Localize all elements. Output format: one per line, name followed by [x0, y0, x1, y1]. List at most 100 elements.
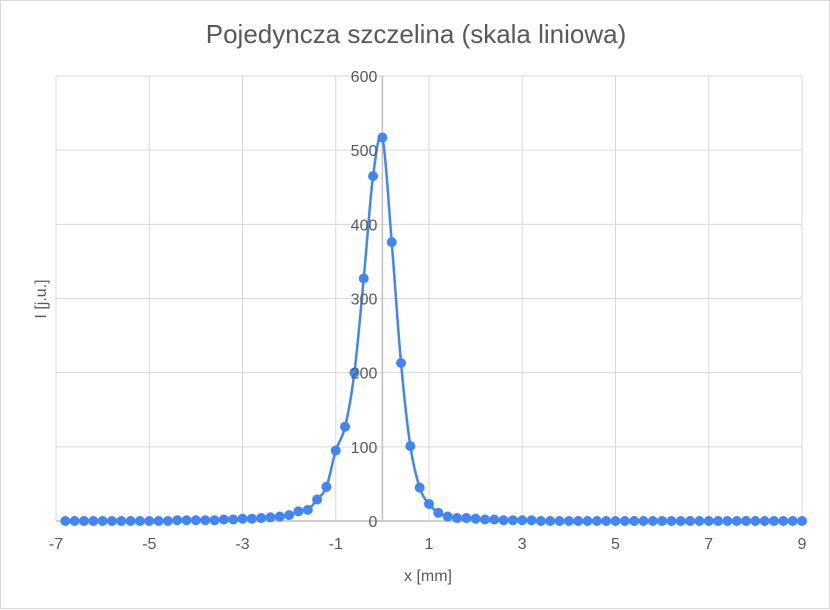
data-point — [358, 273, 369, 284]
data-point — [554, 516, 565, 526]
data-point — [629, 516, 640, 526]
y-tick-label: 400 — [351, 217, 378, 234]
data-point — [647, 516, 658, 526]
data-point — [97, 516, 108, 526]
x-tick-label: 1 — [425, 536, 434, 553]
x-tick-label: -5 — [142, 536, 156, 553]
data-point — [703, 516, 714, 526]
data-point — [190, 515, 201, 526]
data-point — [479, 514, 490, 525]
data-point — [694, 516, 705, 526]
grid-layer — [55, 75, 803, 522]
y-tick-label: 100 — [351, 440, 378, 457]
x-tick-label: -1 — [329, 536, 343, 553]
data-point — [741, 516, 752, 526]
data-point — [246, 513, 257, 524]
data-point — [517, 515, 528, 526]
data-point — [237, 513, 248, 524]
data-point — [563, 516, 574, 526]
data-point — [386, 237, 397, 248]
data-point — [330, 445, 341, 456]
data-point — [302, 504, 313, 515]
x-tick-label: 7 — [704, 536, 713, 553]
data-point — [787, 516, 798, 526]
data-point — [172, 515, 183, 526]
data-point — [526, 515, 537, 526]
data-point — [414, 482, 425, 493]
y-axis-title: I [j.u.] — [33, 279, 50, 318]
data-point — [209, 515, 220, 526]
data-point — [675, 516, 686, 526]
ticks-layer: -7 -5 -3 -1 1 3 5 7 9 0 100 200 300 400 500 600 — [49, 69, 807, 553]
data-point — [507, 515, 518, 526]
data-point — [638, 516, 649, 526]
x-tick-label: -3 — [235, 536, 249, 553]
x-tick-label: -7 — [49, 536, 63, 553]
data-point — [591, 516, 602, 526]
data-point — [759, 516, 770, 526]
data-point — [601, 516, 612, 526]
data-point — [340, 421, 351, 432]
data-point — [162, 516, 173, 526]
data-point — [451, 513, 462, 524]
data-point — [284, 510, 295, 521]
data-point — [256, 513, 267, 524]
chart-title: Pojedyncza szczelina (skala liniowa) — [206, 19, 627, 49]
data-point — [368, 171, 379, 182]
data-point — [666, 516, 677, 526]
data-point — [274, 511, 285, 522]
x-axis-title: x [mm] — [404, 568, 452, 585]
data-point — [265, 512, 276, 523]
data-point — [778, 516, 789, 526]
data-point — [106, 516, 117, 526]
data-point — [750, 516, 761, 526]
y-tick-label: 500 — [351, 143, 378, 160]
x-tick-label: 9 — [798, 536, 807, 553]
data-point — [713, 516, 724, 526]
data-point — [349, 367, 360, 378]
data-point — [797, 516, 807, 526]
y-tick-label: 600 — [351, 69, 378, 86]
data-point — [498, 515, 509, 526]
data-point — [582, 516, 593, 526]
data-point — [545, 516, 556, 526]
data-point — [200, 515, 211, 526]
data-point — [619, 516, 630, 526]
data-point — [731, 516, 742, 526]
series-layer — [60, 132, 807, 526]
y-tick-label: 300 — [351, 292, 378, 309]
data-point — [88, 516, 99, 526]
data-point — [60, 516, 71, 526]
data-point — [312, 494, 323, 505]
data-point — [116, 516, 127, 526]
x-tick-label: 5 — [611, 536, 620, 553]
data-point — [722, 516, 733, 526]
data-point — [125, 516, 136, 526]
data-point — [442, 511, 453, 522]
data-point — [769, 516, 780, 526]
data-point — [293, 506, 304, 517]
data-point — [153, 516, 164, 526]
data-point — [610, 516, 621, 526]
y-tick-label: 0 — [368, 514, 377, 531]
data-point — [321, 481, 332, 492]
data-point — [424, 498, 434, 509]
data-point — [657, 516, 668, 526]
data-point — [470, 513, 481, 524]
data-point — [396, 358, 407, 369]
data-point — [134, 516, 145, 526]
data-point — [573, 516, 584, 526]
y-tick-label: 200 — [351, 366, 378, 383]
data-point — [78, 516, 89, 526]
data-point — [489, 514, 500, 525]
data-point — [218, 514, 229, 525]
data-point — [535, 516, 546, 526]
data-point — [144, 516, 155, 526]
series-line-0 — [65, 133, 802, 523]
data-point — [181, 515, 192, 526]
data-point — [405, 441, 416, 452]
x-tick-label: 3 — [518, 536, 527, 553]
data-point — [69, 516, 80, 526]
